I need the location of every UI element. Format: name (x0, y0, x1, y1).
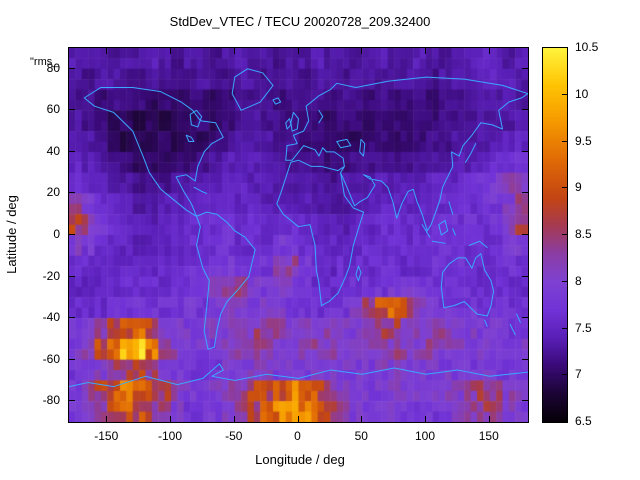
tick-mark (522, 234, 528, 235)
colorbar-tick-label: 8.5 (575, 227, 592, 241)
x-tick-label: -150 (94, 429, 119, 443)
tick-mark (170, 48, 171, 54)
tick-mark (69, 234, 75, 235)
colorbar-tick-label: 9.5 (575, 133, 592, 148)
tick-mark (522, 317, 528, 319)
colorbar-tick-label: 7 (575, 367, 582, 382)
tick-mark (488, 416, 490, 422)
tick-mark (562, 187, 567, 189)
tick-mark (425, 416, 426, 422)
tick-mark (522, 275, 528, 277)
tick-mark (233, 48, 235, 54)
plot-area (68, 47, 529, 423)
y-tick-label: 80 (46, 60, 60, 75)
x-tick-label: 100 (414, 429, 436, 443)
x-axis-label: Longitude / deg (255, 452, 345, 467)
tick-mark (562, 234, 567, 235)
tick-mark (522, 109, 528, 111)
tick-mark (106, 48, 108, 54)
colorbar-tick-label: 10 (575, 86, 589, 101)
colorbar-tick-label: 8 (575, 273, 582, 288)
y-tick-label: 0 (53, 227, 60, 241)
tick-mark (562, 374, 567, 376)
colorbar-tick-label: 7.5 (575, 320, 592, 335)
tick-mark (562, 47, 567, 48)
tick-mark (361, 48, 363, 54)
tick-mark (488, 48, 490, 54)
tick-mark (69, 275, 75, 277)
tick-mark (562, 327, 567, 329)
tick-mark (69, 192, 75, 194)
tick-mark (522, 400, 528, 402)
y-tick-label: 40 (46, 143, 60, 158)
tick-mark (522, 192, 528, 194)
colorbar-tick-label: 10.5 (575, 40, 599, 54)
tick-mark (562, 421, 567, 422)
colorbar-tick-label: 6.5 (575, 414, 592, 428)
tick-mark (106, 416, 108, 422)
tick-mark (562, 280, 567, 282)
tick-mark (361, 416, 363, 422)
tick-mark (69, 358, 75, 360)
x-tick-label: 150 (478, 429, 499, 443)
y-tick-label: -80 (42, 393, 60, 408)
chart-title: StdDev_VTEC / TECU 20020728_209.32400 (169, 14, 431, 29)
x-tick-label: 0 (294, 429, 301, 443)
tick-mark (69, 150, 75, 152)
y-tick-label: 20 (46, 185, 60, 200)
x-tick-label: -50 (225, 429, 243, 443)
tick-mark (425, 48, 426, 54)
x-tick-label: -100 (157, 429, 183, 443)
y-tick-label: -40 (42, 310, 60, 325)
tick-mark (522, 358, 528, 360)
y-tick-label: -60 (42, 351, 60, 366)
heatmap-canvas (69, 48, 528, 422)
tick-mark (170, 416, 171, 422)
tick-mark (522, 67, 528, 69)
tick-mark (562, 140, 567, 142)
tick-mark (297, 48, 299, 54)
tick-mark (69, 400, 75, 402)
y-tick-label: -20 (42, 268, 60, 283)
tick-mark (297, 416, 299, 422)
x-tick-label: 50 (354, 429, 368, 443)
tick-mark (69, 109, 75, 111)
y-tick-label: 60 (46, 102, 60, 117)
rms-annotation: "rms_ (30, 56, 59, 68)
y-axis-label: Latitude / deg (3, 194, 19, 274)
y-axis-label-wrap: Latitude / deg (0, 47, 22, 421)
colorbar (542, 47, 568, 423)
tick-mark (69, 317, 75, 319)
colorbar-tick-label: 9 (575, 180, 582, 195)
tick-mark (69, 67, 75, 69)
tick-mark (233, 416, 235, 422)
tick-mark (562, 93, 567, 95)
tick-mark (522, 150, 528, 152)
